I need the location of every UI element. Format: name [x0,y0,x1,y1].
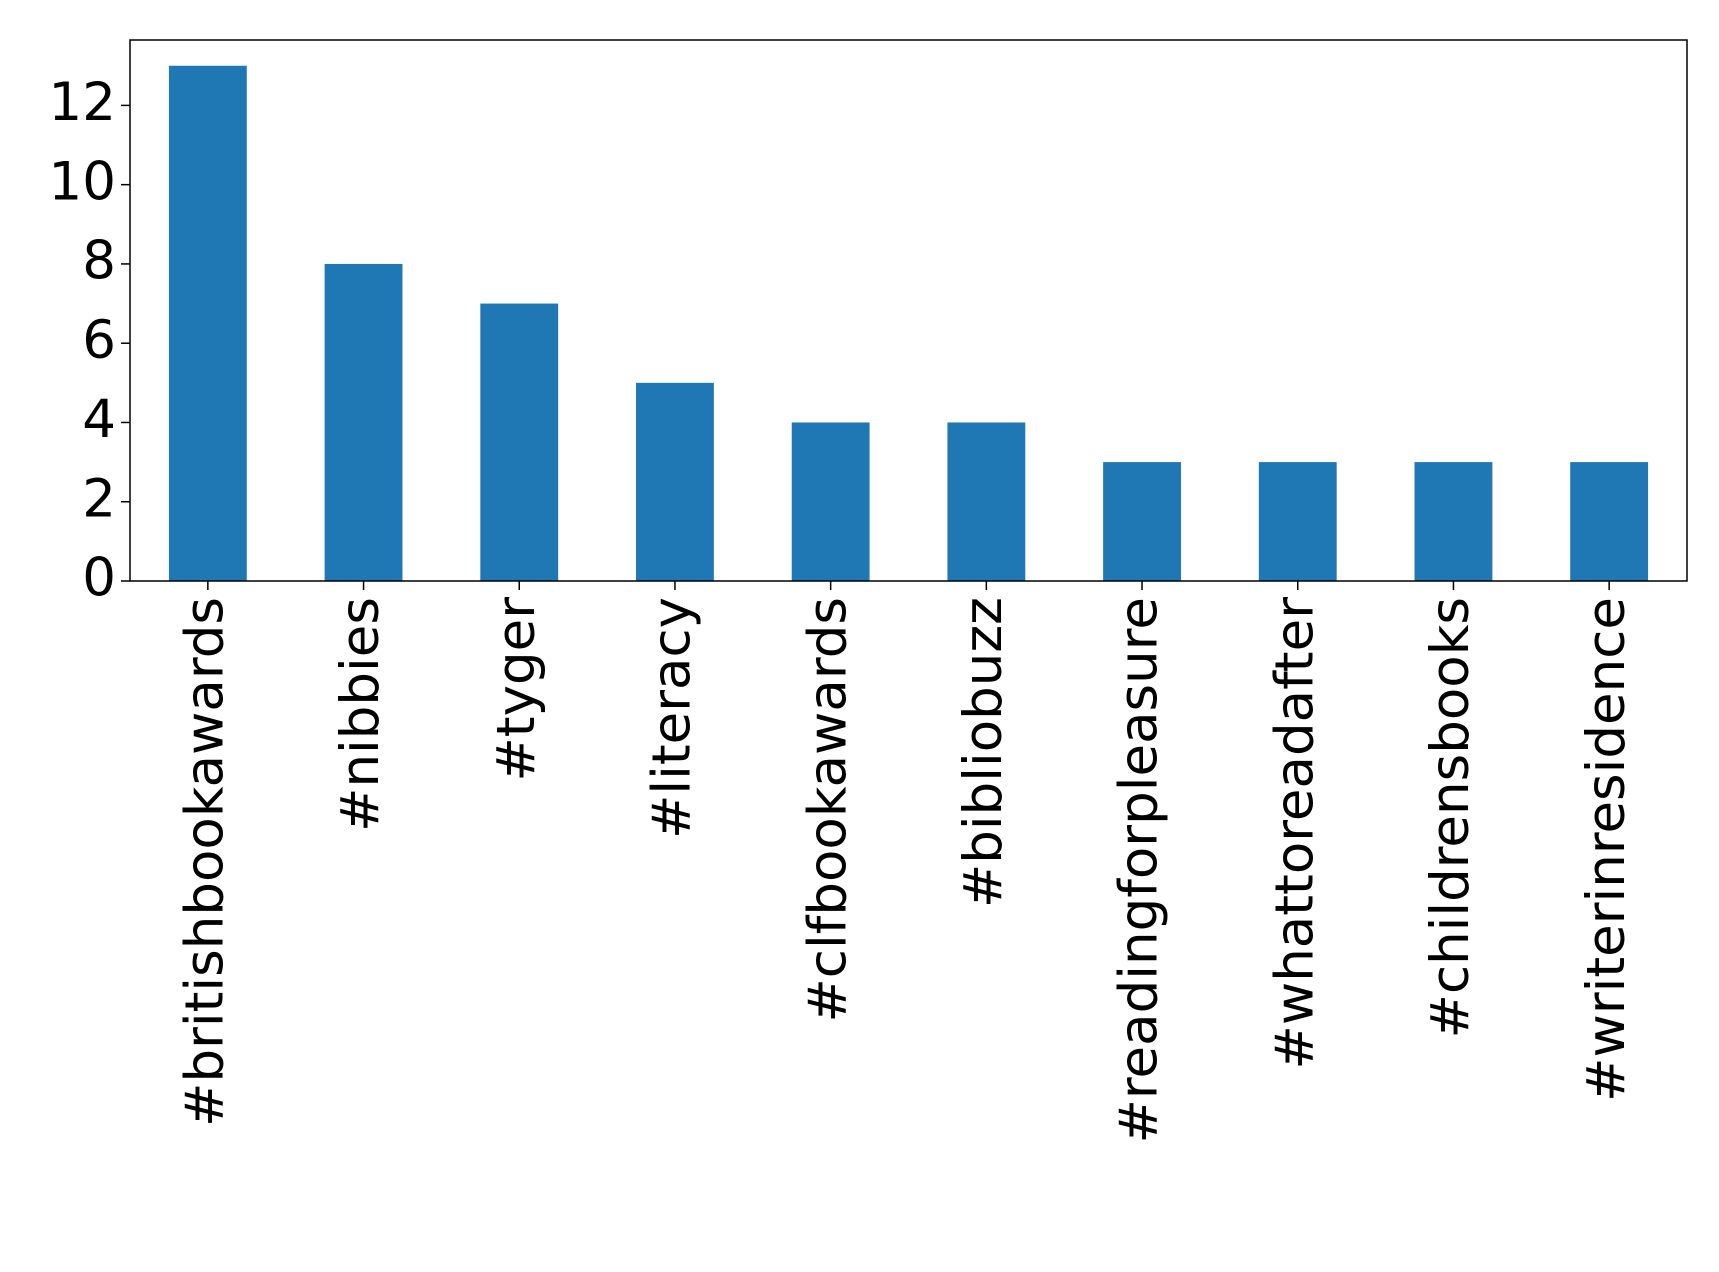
x-tick-label: #clfbookawards [797,597,858,1023]
x-tick-label: #writerinresidence [1576,597,1637,1102]
bar [1258,462,1337,581]
x-tick-label: #nibbies [330,597,391,832]
y-tick-label: 12 [49,72,116,133]
bar [947,422,1026,581]
axes-frame [129,39,1688,582]
y-tick-label: 2 [82,468,116,529]
bar [1570,462,1649,581]
y-tick-label: 10 [49,151,116,212]
bar [480,303,559,581]
bar [791,422,870,581]
x-tick-label: #readingforpleasure [1109,597,1170,1144]
x-tick-label: #bibliobuzz [953,597,1014,908]
bar [636,382,714,581]
x-tick-label: #tyger [486,597,547,782]
y-tick-label: 8 [82,231,116,292]
y-tick-label: 4 [82,389,116,450]
y-tick-label: 6 [82,310,116,371]
y-tick-label: 0 [82,548,116,609]
x-tick-label: #literacy [642,597,703,839]
bar [1103,462,1181,581]
x-tick-label: #childrensbooks [1420,597,1481,1038]
bar [324,263,403,581]
bar [1414,462,1493,581]
bar [168,65,247,581]
x-tick-label: #whattoreadafter [1264,597,1325,1070]
x-tick-label: #britishbookawards [174,597,235,1127]
